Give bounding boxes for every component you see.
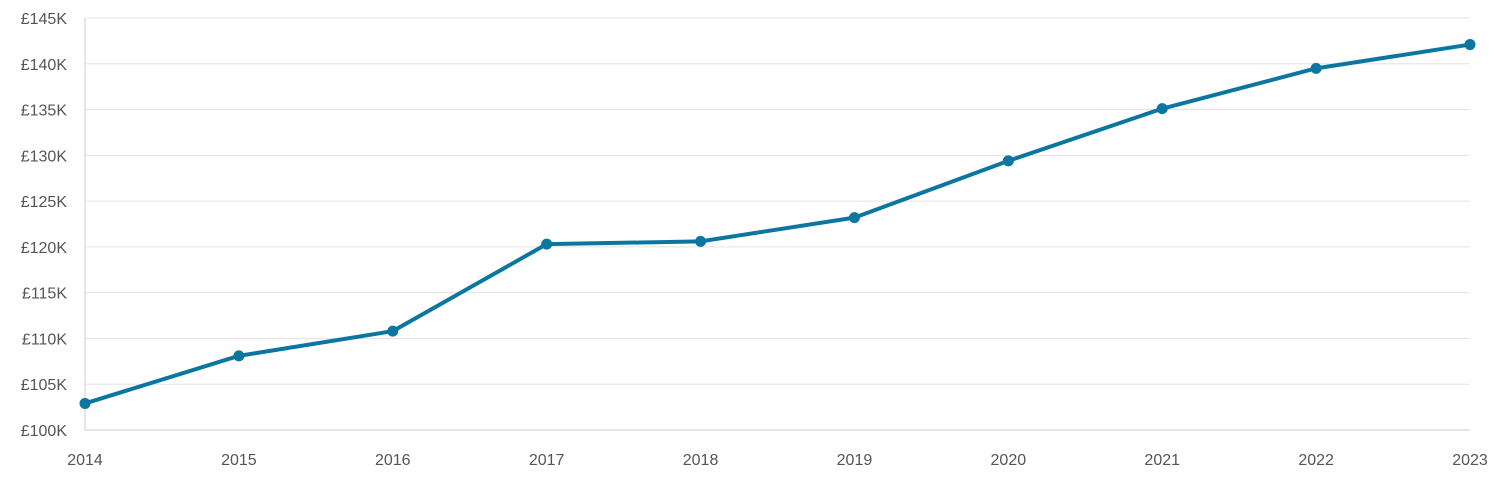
y-tick-label-2: £110K (22, 331, 67, 348)
x-tick-label-2019: 2019 (837, 452, 873, 469)
y-tick-label-5: £125K (21, 194, 68, 211)
grid-lines (85, 17, 1470, 385)
y-tick-label-0: £100K (21, 423, 68, 440)
data-point-2016[interactable] (387, 325, 399, 337)
data-point-2020[interactable] (1002, 155, 1014, 167)
y-tick-label-8: £140K (21, 57, 68, 74)
data-point-2014[interactable] (79, 397, 91, 409)
x-tick-label-2022: 2022 (1298, 452, 1334, 469)
y-tick-label-6: £130K (21, 148, 68, 165)
x-tick-label-2020: 2020 (991, 452, 1027, 469)
data-point-2019[interactable] (848, 212, 860, 224)
series-line-0 (83, 42, 1472, 406)
data-point-2018[interactable] (695, 235, 707, 247)
y-tick-label-1: £105K (21, 377, 68, 394)
x-tick-label-2016: 2016 (375, 452, 411, 469)
data-point-2022[interactable] (1310, 62, 1322, 74)
x-tick-label-2021: 2021 (1144, 452, 1180, 469)
data-point-2023[interactable] (1464, 39, 1476, 51)
x-tick-label-2014: 2014 (67, 452, 103, 469)
y-tick-label-7: £135K (21, 103, 68, 120)
data-point-2017[interactable] (541, 238, 553, 250)
axes (84, 18, 1470, 431)
y-axis-tick-labels: £100K £105K £110K £115K £120K £125K £130K £135K… (21, 11, 68, 440)
x-tick-label-2018: 2018 (683, 452, 719, 469)
y-tick-label-9: £145K (21, 11, 68, 28)
data-point-2021[interactable] (1156, 103, 1168, 115)
x-tick-label-2015: 2015 (221, 452, 257, 469)
x-tick-label-2017: 2017 (529, 452, 565, 469)
x-tick-label-2023: 2023 (1452, 452, 1488, 469)
data-point-2015[interactable] (233, 350, 245, 362)
x-axis-tick-labels: 2014 2015 2016 2017 2018 2019 2020 2021 2022 2023 (67, 452, 1488, 469)
y-tick-label-4: £120K (21, 240, 68, 257)
y-tick-label-3: £115K (22, 286, 67, 303)
series-layer (79, 39, 1476, 409)
